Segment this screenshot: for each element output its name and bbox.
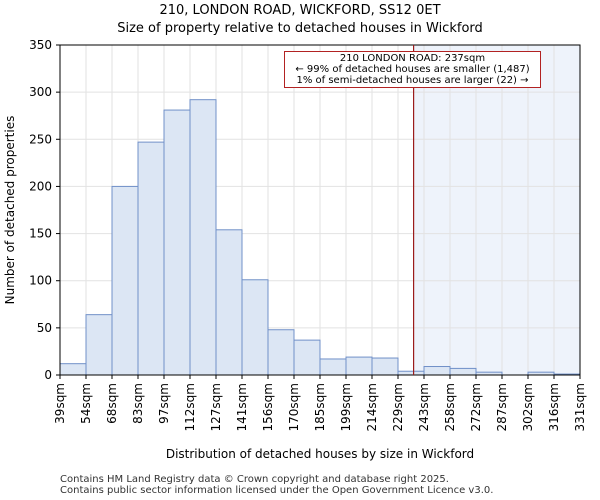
x-tick-label: 39sqm [53, 383, 67, 424]
footer-attribution: Contains HM Land Registry data © Crown c… [60, 474, 493, 496]
x-tick-label: 258sqm [443, 383, 457, 431]
x-tick-label: 214sqm [365, 383, 379, 431]
bar [345, 356, 373, 376]
x-tick-label: 68sqm [105, 383, 119, 424]
x-tick-label: 170sqm [287, 383, 301, 431]
x-tick-label: 156sqm [261, 383, 275, 431]
bar [163, 109, 191, 376]
y-tick-label: 250 [29, 132, 52, 146]
y-tick-label: 300 [29, 85, 52, 99]
y-tick-label: 350 [29, 38, 52, 52]
y-tick-label: 0 [44, 368, 52, 382]
bar [423, 366, 451, 376]
bar [293, 339, 321, 376]
x-tick-label: 302sqm [521, 383, 535, 431]
x-tick-label: 287sqm [495, 383, 509, 431]
y-tick-label: 200 [29, 179, 52, 193]
footer-line-1: Contains HM Land Registry data © Crown c… [60, 474, 449, 485]
x-tick-label: 112sqm [183, 383, 197, 431]
x-tick-label: 316sqm [547, 383, 561, 431]
bar [267, 329, 295, 376]
x-tick-label: 229sqm [391, 383, 405, 431]
annotation-line-1: 210 LONDON ROAD: 237sqm [339, 53, 486, 64]
x-tick-label: 243sqm [417, 383, 431, 431]
x-tick-label: 141sqm [235, 383, 249, 431]
chart-title: 210, LONDON ROAD, WICKFORD, SS12 0ET [159, 3, 441, 18]
x-tick-label: 272sqm [469, 383, 483, 431]
x-tick-label: 83sqm [131, 383, 145, 424]
bar [241, 279, 269, 376]
bar [449, 367, 477, 376]
bar [111, 185, 139, 376]
x-tick-label: 97sqm [157, 383, 171, 424]
x-tick-label: 54sqm [79, 383, 93, 424]
y-tick-label: 150 [29, 227, 52, 241]
x-tick-label: 185sqm [313, 383, 327, 431]
property-annotation: 210 LONDON ROAD: 237sqm ← 99% of detache… [284, 51, 541, 88]
bar [319, 358, 347, 376]
bar [189, 99, 217, 376]
highlight-region [413, 45, 580, 375]
annotation-line-2: ← 99% of detached houses are smaller (1,… [295, 64, 530, 75]
x-axis-label: Distribution of detached houses by size … [166, 447, 474, 461]
y-axis-label: Number of detached properties [3, 116, 17, 305]
bar [85, 314, 113, 376]
bar [371, 357, 399, 376]
bar [397, 370, 425, 376]
bar [59, 363, 87, 376]
chart-subtitle: Size of property relative to detached ho… [117, 21, 483, 36]
x-tick-label: 331sqm [573, 383, 587, 431]
y-tick-label: 100 [29, 274, 52, 288]
footer-line-2: Contains public sector information licen… [60, 485, 494, 496]
y-tick-label: 50 [37, 321, 52, 335]
annotation-line-3: 1% of semi-detached houses are larger (2… [296, 75, 529, 86]
x-tick-label: 199sqm [339, 383, 353, 431]
bar [215, 229, 243, 376]
bar [137, 141, 165, 376]
x-tick-label: 127sqm [209, 383, 223, 431]
